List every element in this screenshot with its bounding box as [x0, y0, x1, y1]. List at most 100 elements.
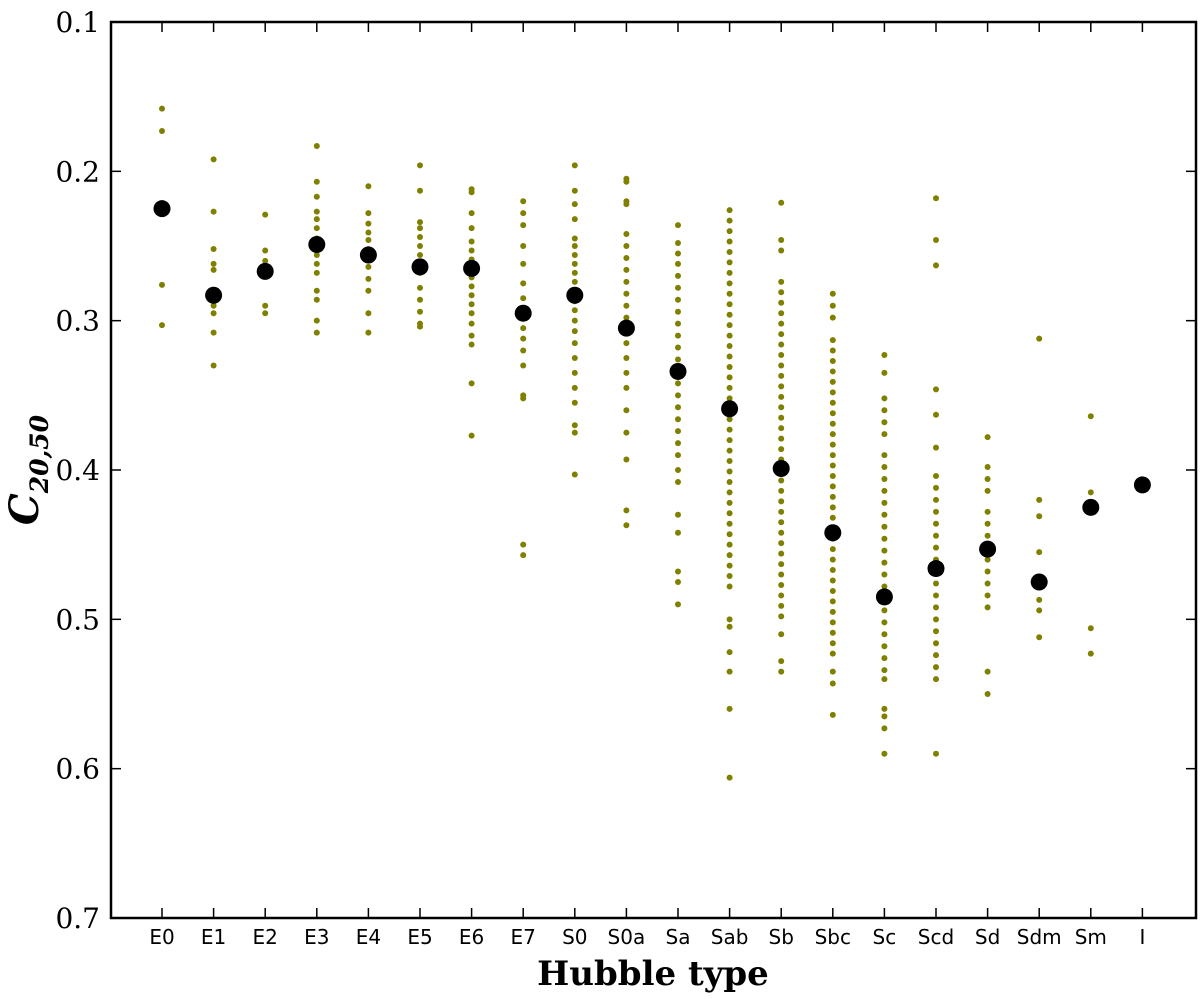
data-point — [726, 668, 733, 675]
data-point — [675, 392, 681, 399]
data-point — [210, 208, 217, 215]
data-point — [675, 308, 681, 315]
data-point — [520, 210, 527, 217]
data-point — [984, 434, 991, 441]
mean-point — [566, 286, 584, 304]
data-point — [984, 668, 991, 675]
data-point — [159, 322, 165, 329]
data-point — [210, 302, 217, 309]
data-point — [933, 496, 939, 503]
data-point — [468, 380, 475, 387]
x-tick-label: E3 — [304, 925, 329, 949]
data-point — [571, 471, 578, 478]
y-axis-label-main: C — [1, 493, 48, 525]
data-point — [726, 510, 733, 517]
data-point — [726, 616, 733, 623]
data-point — [726, 322, 733, 329]
mean-point — [463, 259, 481, 277]
data-point — [881, 705, 888, 712]
data-point — [1087, 489, 1094, 496]
x-tick-label: E2 — [253, 925, 278, 949]
data-point — [313, 251, 320, 258]
plot-frame — [109, 20, 1198, 920]
data-point — [778, 613, 785, 620]
data-point — [468, 310, 475, 317]
data-point — [984, 520, 991, 527]
x-tick-label: I — [1139, 925, 1145, 949]
y-axis-ticks: 0.1 0.2 0.3 0.4 0.5 0.6 0.7 — [55, 6, 1196, 935]
data-point — [675, 332, 681, 339]
data-point — [778, 668, 785, 675]
data-point — [675, 284, 681, 291]
data-point — [778, 602, 785, 609]
data-point — [365, 263, 372, 270]
data-point — [417, 219, 423, 226]
data-point — [675, 568, 681, 575]
data-point — [829, 504, 836, 511]
x-tick-label: Sd — [975, 925, 1000, 949]
data-point — [417, 323, 423, 330]
data-point — [829, 472, 836, 479]
data-point — [778, 561, 785, 568]
data-point — [778, 320, 785, 327]
data-point — [675, 222, 681, 229]
data-point — [829, 452, 836, 459]
data-point — [778, 498, 785, 505]
x-tick-label: E7 — [511, 925, 536, 949]
data-point — [829, 650, 836, 657]
data-point — [262, 257, 269, 264]
y-tick-label: 0.3 — [55, 305, 100, 338]
mean-point — [979, 540, 997, 558]
data-point — [675, 601, 681, 608]
data-point — [778, 247, 785, 254]
data-point — [881, 475, 888, 482]
data-point — [881, 713, 888, 720]
data-point — [520, 347, 527, 354]
data-point — [778, 425, 785, 432]
data-point — [417, 162, 423, 169]
data-point — [623, 314, 630, 321]
mean-point — [669, 362, 687, 380]
data-point — [313, 329, 320, 336]
data-point — [984, 556, 991, 563]
data-point — [623, 266, 630, 273]
data-point — [675, 416, 681, 423]
data-point — [675, 380, 681, 387]
data-point — [1036, 513, 1043, 520]
data-point — [571, 260, 578, 267]
mean-point — [927, 560, 945, 578]
data-point — [365, 237, 372, 244]
mean-point — [1082, 498, 1100, 516]
data-point — [159, 105, 165, 112]
y-tick-label: 0.7 — [55, 902, 100, 935]
data-point — [881, 511, 888, 518]
x-tick-label: E1 — [201, 925, 226, 949]
x-tick-label: E4 — [356, 925, 381, 949]
data-point — [675, 440, 681, 447]
mean-points — [153, 200, 1151, 606]
data-point — [262, 302, 269, 309]
data-point — [313, 142, 320, 149]
x-tick-label: Sbc — [815, 925, 851, 949]
data-point — [933, 262, 939, 269]
data-point — [881, 419, 888, 426]
data-point — [829, 546, 836, 553]
x-tick-label: E5 — [407, 925, 432, 949]
data-point — [571, 243, 578, 249]
data-point — [623, 384, 630, 391]
data-point — [829, 420, 836, 427]
data-point — [675, 260, 681, 267]
data-point — [726, 520, 733, 527]
data-point — [1036, 496, 1043, 503]
data-point — [829, 640, 836, 647]
data-point — [726, 363, 733, 370]
data-point — [829, 368, 836, 375]
svg-text:C20,50: C20,50 — [1, 414, 54, 525]
data-point — [984, 532, 991, 539]
data-point — [520, 552, 527, 559]
data-point — [778, 372, 785, 379]
data-point — [417, 284, 423, 291]
data-point — [726, 217, 733, 224]
data-point — [933, 676, 939, 683]
data-point — [778, 237, 785, 244]
